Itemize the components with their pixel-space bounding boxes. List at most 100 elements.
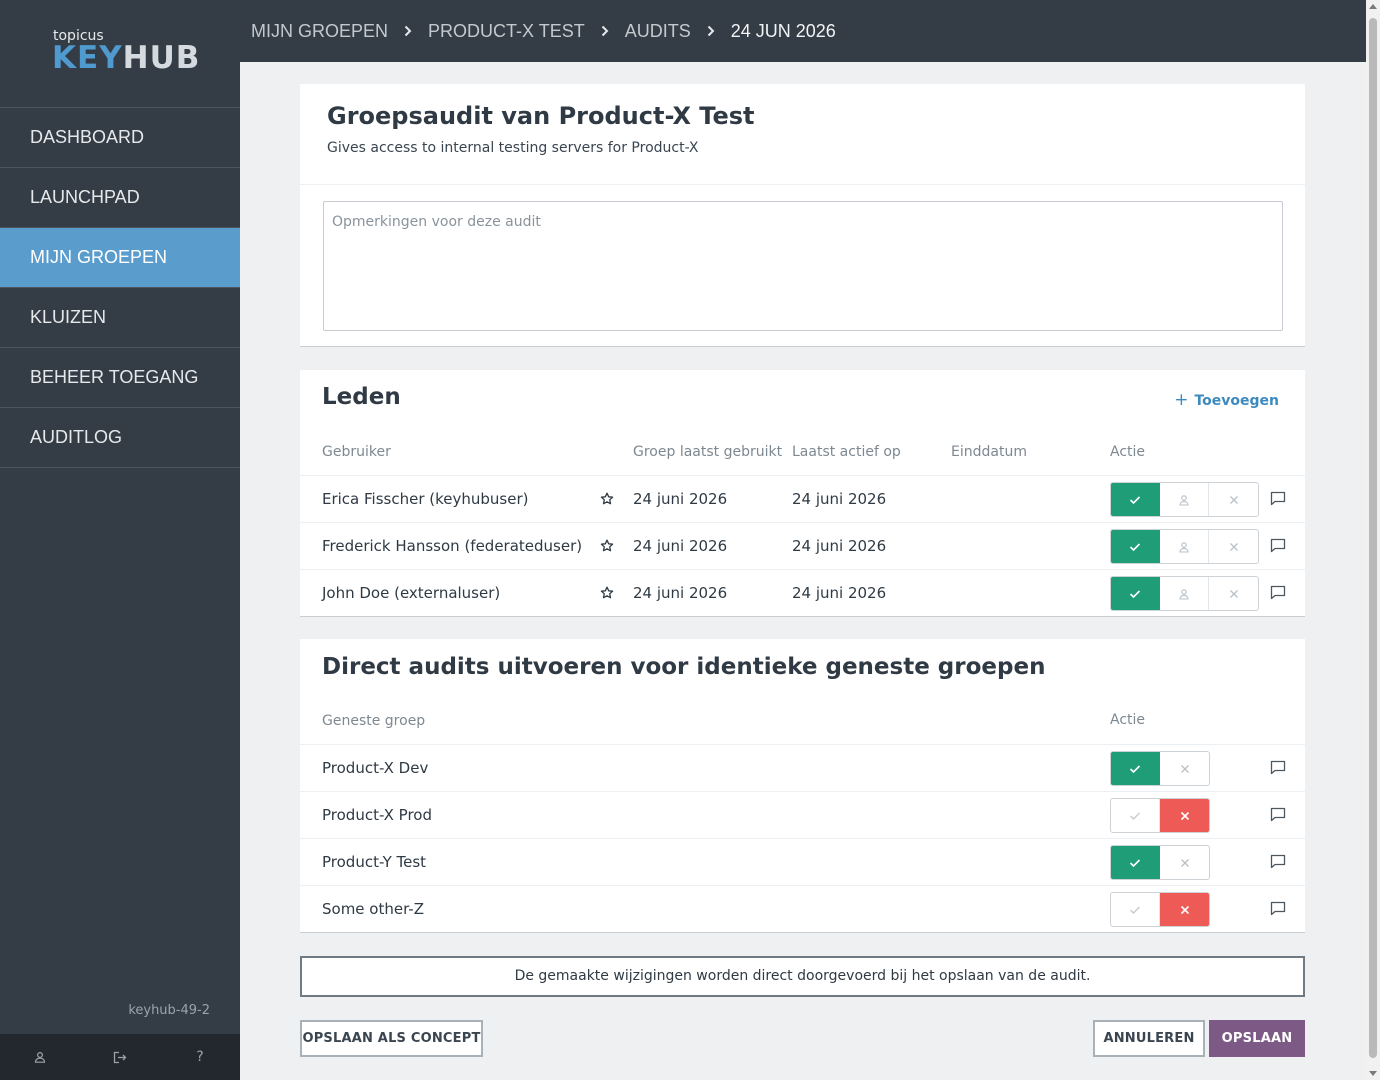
members-card: Leden + Toevoegen Gebruiker Groep laatst … — [300, 370, 1305, 617]
version-label: keyhub-49-2 — [128, 1003, 210, 1018]
table-row: Product-X Prod — [300, 791, 1305, 838]
comment-icon[interactable] — [1270, 901, 1286, 920]
nav-item-auditlog[interactable]: AUDITLOG — [0, 408, 240, 468]
table-row: Product-X Dev — [300, 744, 1305, 791]
comment-icon[interactable] — [1270, 760, 1286, 779]
nested-group-name: Product-Y Test — [322, 853, 427, 871]
scroll-down-arrow-icon[interactable] — [1369, 1071, 1377, 1076]
table-row: John Doe (externaluser) 24 juni 2026 24 … — [300, 569, 1305, 616]
logo-brand: KEYHUB — [52, 40, 201, 76]
table-row: Product-Y Test — [300, 838, 1305, 885]
table-row: Some other-Z — [300, 885, 1305, 932]
column-header-last-active: Laatst actief op — [792, 444, 901, 460]
member-action-toggle — [1110, 576, 1259, 611]
help-icon[interactable]: ? — [196, 1049, 204, 1065]
nested-group-name: Some other-Z — [322, 900, 424, 918]
nested-group-name: Product-X Prod — [322, 806, 432, 824]
column-header-action: Actie — [1110, 712, 1146, 728]
audit-remarks-input[interactable] — [323, 201, 1283, 331]
comment-icon[interactable] — [1270, 807, 1286, 826]
table-row: Erica Fisscher (keyhubuser) 24 juni 2026… — [300, 475, 1305, 522]
user-icon[interactable] — [0, 1034, 80, 1080]
cancel-button[interactable]: ANNULEREN — [1093, 1020, 1205, 1057]
nested-action-toggle — [1110, 892, 1210, 927]
comment-icon[interactable] — [1270, 854, 1286, 873]
nav-item-mijn-groepen[interactable]: MIJN GROEPEN — [0, 228, 240, 288]
sidebar-footer: ? — [0, 1034, 240, 1080]
group-last-used: 24 juni 2026 — [633, 584, 728, 602]
save-notice: De gemaakte wijzigingen worden direct do… — [300, 956, 1305, 997]
breadcrumb-item-audits[interactable]: AUDITS — [624, 20, 691, 41]
comment-icon[interactable] — [1270, 491, 1286, 510]
page-title: Groepsaudit van Product-X Test — [327, 102, 755, 130]
last-active: 24 juni 2026 — [792, 537, 887, 555]
column-header-nested-group: Geneste groep — [322, 713, 426, 729]
members-title: Leden — [322, 384, 401, 410]
nav-item-dashboard[interactable]: DASHBOARD — [0, 108, 240, 168]
remove-button[interactable] — [1209, 577, 1258, 610]
keyhub-logo[interactable]: topicus KEYHUB — [0, 0, 240, 108]
column-header-action: Actie — [1110, 444, 1146, 460]
approve-button[interactable] — [1111, 799, 1160, 832]
comment-icon[interactable] — [1270, 538, 1286, 557]
reject-button[interactable] — [1160, 752, 1209, 785]
approve-button[interactable] — [1111, 577, 1160, 610]
column-header-group-last-used: Groep laatst gebruikt — [633, 444, 783, 460]
save-as-concept-button[interactable]: OPSLAAN ALS CONCEPT — [300, 1020, 483, 1057]
chevron-right-icon — [707, 25, 715, 37]
member-name: John Doe (externaluser) — [322, 584, 501, 602]
last-active: 24 juni 2026 — [792, 490, 887, 508]
adjust-user-button[interactable] — [1160, 483, 1209, 516]
scroll-up-arrow-icon[interactable] — [1369, 4, 1377, 9]
remove-button[interactable] — [1209, 483, 1258, 516]
chevron-right-icon — [601, 25, 609, 37]
logout-icon[interactable] — [80, 1034, 160, 1080]
approve-button[interactable] — [1111, 846, 1160, 879]
member-action-toggle — [1110, 529, 1259, 564]
member-name: Erica Fisscher (keyhubuser) — [322, 490, 529, 508]
scrollbar-thumb[interactable] — [1369, 18, 1377, 1058]
comment-icon[interactable] — [1270, 585, 1286, 604]
remove-button[interactable] — [1209, 530, 1258, 563]
approve-button[interactable] — [1111, 893, 1160, 926]
adjust-user-button[interactable] — [1160, 577, 1209, 610]
column-header-end-date: Einddatum — [951, 444, 1027, 460]
nested-groups-card: Direct audits uitvoeren voor identieke g… — [300, 639, 1305, 933]
breadcrumb: MIJN GROEPEN PRODUCT-X TEST AUDITS 24 JU… — [240, 0, 1366, 62]
breadcrumb-item-product-x-test[interactable]: PRODUCT-X TEST — [428, 20, 585, 41]
group-last-used: 24 juni 2026 — [633, 537, 728, 555]
nav-item-launchpad[interactable]: LAUNCHPAD — [0, 168, 240, 228]
nested-action-toggle — [1110, 845, 1210, 880]
sidebar: topicus KEYHUB DASHBOARD LAUNCHPAD MIJN … — [0, 0, 240, 1080]
plus-icon: + — [1174, 390, 1189, 410]
nested-group-name: Product-X Dev — [322, 759, 429, 777]
nested-action-toggle — [1110, 751, 1210, 786]
adjust-user-button[interactable] — [1160, 530, 1209, 563]
chevron-right-icon — [404, 25, 412, 37]
add-member-button[interactable]: + Toevoegen — [1174, 390, 1279, 410]
breadcrumb-item-mijn-groepen[interactable]: MIJN GROEPEN — [251, 20, 389, 41]
approve-button[interactable] — [1111, 752, 1160, 785]
star-icon[interactable] — [600, 491, 614, 510]
table-row: Frederick Hansson (federateduser) 24 jun… — [300, 522, 1305, 569]
member-name: Frederick Hansson (federateduser) — [322, 537, 583, 555]
reject-button[interactable] — [1160, 799, 1209, 832]
column-header-user: Gebruiker — [322, 444, 391, 460]
audit-header: Groepsaudit van Product-X Test Gives acc… — [300, 84, 1305, 185]
nav-item-kluizen[interactable]: KLUIZEN — [0, 288, 240, 348]
audit-header-card: Groepsaudit van Product-X Test Gives acc… — [300, 84, 1305, 347]
nav-item-beheer-toegang[interactable]: BEHEER TOEGANG — [0, 348, 240, 408]
reject-button[interactable] — [1160, 846, 1209, 879]
approve-button[interactable] — [1111, 483, 1160, 516]
page-scrollbar[interactable] — [1366, 0, 1380, 1080]
save-button[interactable]: OPSLAAN — [1209, 1020, 1305, 1057]
group-last-used: 24 juni 2026 — [633, 490, 728, 508]
star-icon[interactable] — [600, 585, 614, 604]
nested-action-toggle — [1110, 798, 1210, 833]
star-icon[interactable] — [600, 538, 614, 557]
group-description: Gives access to internal testing servers… — [327, 140, 699, 156]
approve-button[interactable] — [1111, 530, 1160, 563]
logo-small-text: topicus — [53, 28, 104, 44]
breadcrumb-item-current: 24 JUN 2026 — [730, 20, 836, 41]
reject-button[interactable] — [1160, 893, 1209, 926]
